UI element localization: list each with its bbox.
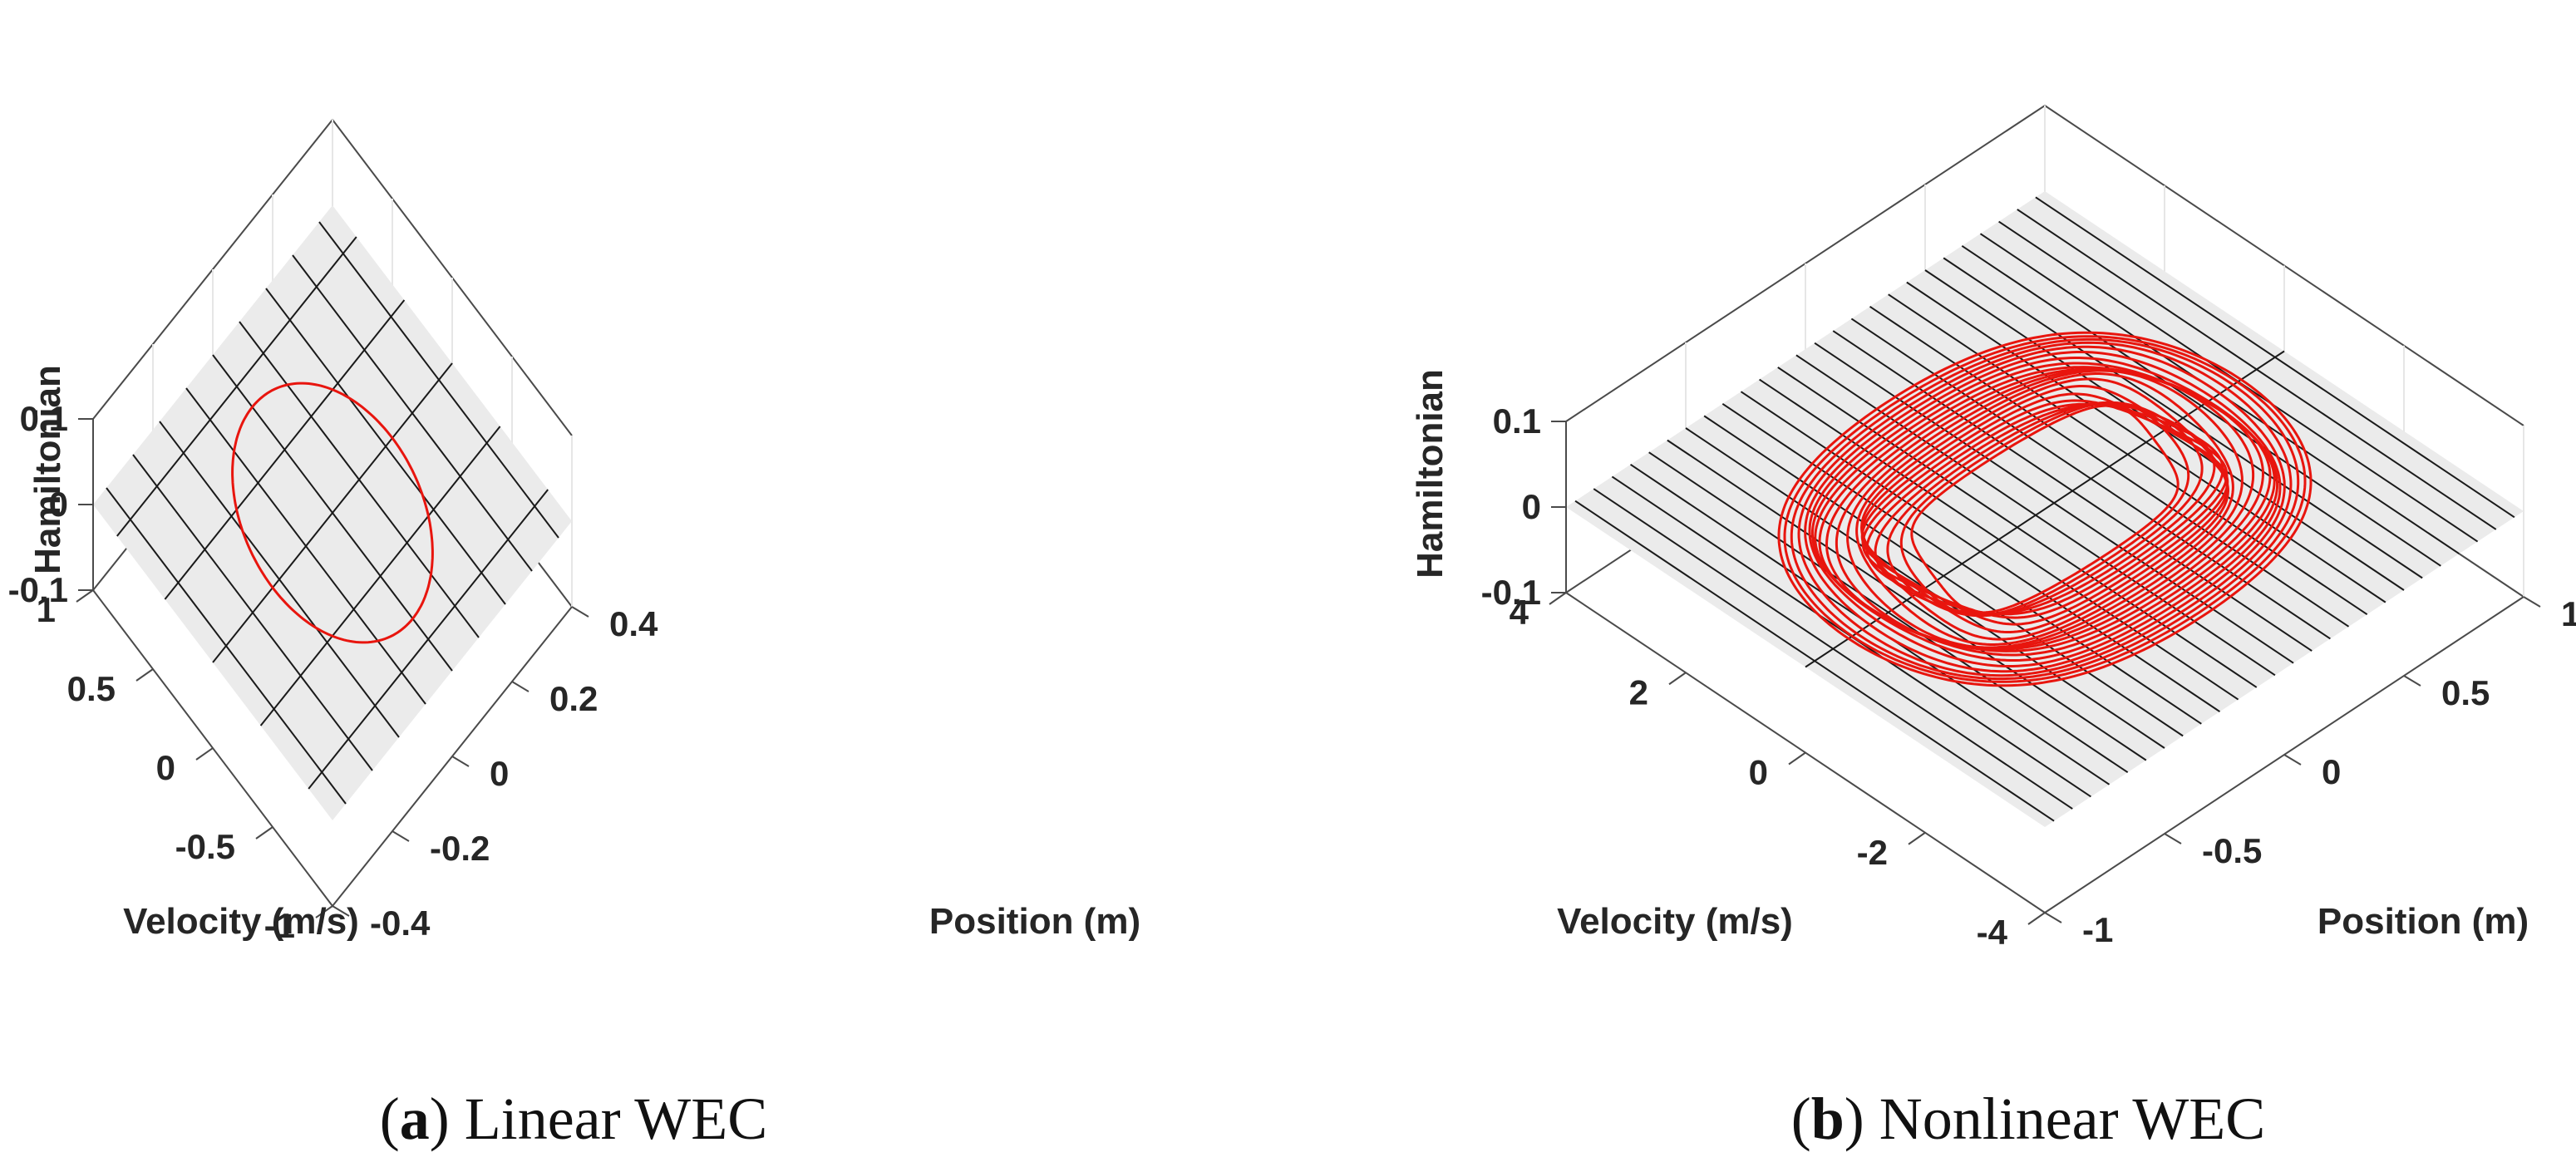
- panel-a-surface-gridline-y-4: [116, 236, 357, 537]
- panel-b-trajectory-loop-14: [1814, 362, 2276, 657]
- panel-a-ytick-4: [76, 589, 94, 603]
- panel-a-xtick-3: [511, 681, 529, 692]
- panel-b-nonlinear-wec: -1 -0.5 0 0.5 1 -4 -2 0 2 4-0.1 0 0.1 Hamiltonian V…: [1410, 105, 2576, 1152]
- panel-b-trajectory-series: [1777, 331, 2312, 687]
- panel-b-ytick-label-4: 4: [1510, 593, 1529, 632]
- panel-a-xtick-4: [571, 606, 589, 618]
- panel-b-ytick-4: [1549, 592, 1567, 605]
- panel-b-trajectory-loop-9: [1855, 372, 2234, 646]
- panel-b-xtick-label-0: -1: [2082, 910, 2113, 949]
- panel-b-trajectory-loop-18: [1797, 341, 2293, 677]
- panel-b-trajectory-loop-11: [1835, 368, 2255, 650]
- panel-a-ztick-label-0: -0.1: [8, 570, 68, 609]
- panel-b-trajectory-loop-0: [1910, 404, 2180, 614]
- panel-a-surface-gridline-y-3: [164, 299, 406, 600]
- panel-a-linear-wec: -0.4-0.200.20.4-1-0.500.51-0.100.1 Hamil…: [8, 119, 1140, 1152]
- panel-b-caption-letter: b: [1811, 1086, 1845, 1152]
- panel-b-ytick-label-0: -4: [1977, 913, 2008, 952]
- panel-a-caption-letter: a: [400, 1086, 430, 1152]
- panel-b-xtick-4: [2523, 596, 2541, 608]
- panel-a-ztick-label-2: 0.1: [20, 399, 68, 438]
- panel-b-trajectory-loop-1: [1899, 401, 2190, 617]
- panel-a-xtick-0: [332, 905, 350, 917]
- panel-b-xtick-1: [2164, 833, 2182, 844]
- panel-b-xtick-label-4: 1: [2561, 594, 2576, 633]
- panel-b-front-axes: -1 -0.5 0 0.5 1 -4 -2 0 2 4-0.1 0 0.1: [1481, 401, 2576, 952]
- panel-b-ytick-0: [2027, 912, 2046, 925]
- panel-a-xtick-2: [451, 756, 470, 767]
- panel-b-xtick-label-2: 0: [2322, 752, 2341, 791]
- panel-a-ytick-label-3: 0.5: [67, 669, 116, 708]
- panel-a-ytick-label-2: 0: [156, 748, 175, 787]
- panel-b-xlabel: Position (m): [2317, 901, 2529, 942]
- panel-a-ytick-label-0: -1: [264, 906, 295, 945]
- panel-a-xlabel: Position (m): [929, 901, 1140, 942]
- panel-b-trajectory-loop-16: [1808, 351, 2282, 667]
- panel-a-xtick-label-0: -0.4: [370, 904, 431, 943]
- panel-a-ytick-3: [135, 668, 154, 682]
- panel-a-caption-space: [450, 1086, 465, 1152]
- panel-b-xtick-label-3: 0.5: [2441, 673, 2490, 712]
- panel-a-xtick-label-2: 0: [490, 754, 509, 793]
- panel-a-trajectory-series: [231, 382, 434, 644]
- panel-b-caption: (b) Nonlinear WEC: [1791, 1086, 2266, 1152]
- panel-b-trajectory-loop-3: [1874, 402, 2216, 616]
- panel-b-trajectory-loop-8: [1859, 377, 2230, 641]
- panel-b-ytick-1: [1908, 831, 1926, 845]
- panel-b-ytick-2: [1788, 751, 1806, 766]
- panel-b-trajectory-loop-6: [1860, 392, 2229, 626]
- panel-b-ytick-3: [1668, 672, 1687, 686]
- panel-a-ztick-label-1: 0: [49, 485, 68, 524]
- panel-b-xtick-2: [2283, 754, 2302, 766]
- panel-b-ztick-label-2: 0.1: [1493, 401, 1541, 441]
- panel-b-trajectory-loop-20: [1783, 335, 2307, 683]
- panel-a-zlabel: Hamiltonian: [27, 365, 68, 574]
- panel-b-xtick-0: [2044, 912, 2062, 923]
- panel-b-trajectory-loop-7: [1861, 385, 2229, 633]
- panel-a-trajectory-ellipse: [231, 382, 434, 644]
- panel-b-trajectory-loop-21: [1777, 331, 2312, 687]
- panel-b-trajectory-loop-10: [1846, 369, 2244, 649]
- panel-a-xtick-label-4: 0.4: [609, 604, 658, 643]
- panel-a-xtick-label-3: 0.2: [549, 679, 598, 718]
- panel-a-surface-gridline-y-2: [212, 362, 453, 663]
- panel-b-trajectory-loop-5: [1861, 399, 2229, 619]
- panel-b-trajectory-loop-19: [1790, 337, 2300, 681]
- panel-a-surface-gridline-y-1: [259, 426, 501, 726]
- panel-a-caption-text: Linear WEC: [465, 1086, 768, 1152]
- panel-b-surface: [1566, 191, 2524, 827]
- panel-b-ytick-label-3: 2: [1629, 672, 1648, 712]
- panel-b-xtick-label-1: -0.5: [2202, 831, 2262, 870]
- panel-b-caption-space: [1864, 1086, 1879, 1152]
- panel-b-ztick-label-1: 0: [1522, 487, 1541, 526]
- panel-b-ytick-label-2: 0: [1749, 753, 1768, 792]
- panel-a-ylabel: Velocity (m/s): [123, 901, 359, 942]
- panel-a-xtick-label-1: -0.2: [430, 829, 490, 868]
- panel-b-ztick-label-0: -0.1: [1481, 573, 1541, 612]
- panel-a-ytick-label-1: -0.5: [175, 827, 235, 866]
- panel-a-ytick-label-4: 1: [37, 590, 56, 629]
- panel-a-caption: (a) Linear WEC: [380, 1086, 768, 1152]
- panel-a-xtick-1: [392, 830, 410, 842]
- panel-a-surface: [93, 205, 572, 820]
- panel-a-ytick-0: [315, 905, 333, 918]
- panel-b-ytick-label-1: -2: [1857, 833, 1888, 872]
- panel-b-trajectory-loop-15: [1810, 357, 2279, 662]
- panel-a-ytick-1: [255, 826, 273, 840]
- panel-b-zlabel: Hamiltonian: [1410, 369, 1451, 579]
- panel-b-ylabel: Velocity (m/s): [1557, 901, 1793, 942]
- panel-b-caption-text: Nonlinear WEC: [1879, 1086, 2266, 1152]
- panel-b-xtick-3: [2403, 675, 2421, 687]
- panel-b-trajectory-loop-4: [1865, 402, 2224, 616]
- panel-a-front-axes: -0.4-0.200.20.4-1-0.500.51-0.100.1: [8, 399, 658, 945]
- panel-a-surface-gridline-y-0: [308, 489, 549, 790]
- panel-b-trajectory-loop-17: [1804, 345, 2286, 673]
- panel-a-ytick-2: [195, 747, 214, 761]
